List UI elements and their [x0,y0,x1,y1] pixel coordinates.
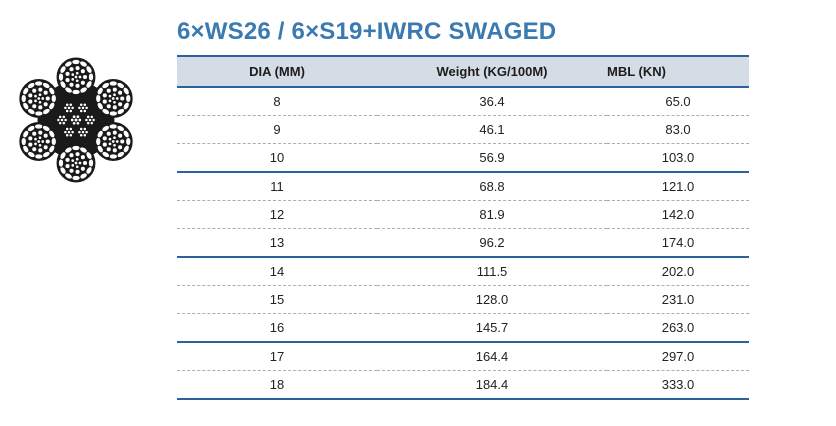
table-row: 16 145.7 263.0 [177,314,749,342]
cell-weight: 145.7 [475,320,509,335]
cell-mbl: 333.0 [661,377,695,392]
cell-dia: 10 [269,150,285,165]
cell-mbl: 174.0 [661,235,695,250]
cell-weight: 36.4 [479,94,505,109]
cell-weight: 81.9 [479,207,505,222]
table-row: 18 184.4 333.0 [177,371,749,399]
table-row: 15 128.0 231.0 [177,286,749,314]
header-dia: DIA (MM) [177,55,377,88]
cell-mbl: 202.0 [661,264,695,279]
cell-dia: 16 [269,320,285,335]
table-header-row: DIA (MM) Weight (KG/100M) MBL (KN) [177,55,749,88]
cell-dia: 9 [273,122,281,137]
cell-weight: 56.9 [479,150,505,165]
cell-mbl: 121.0 [661,179,695,194]
cell-mbl: 142.0 [661,207,695,222]
cell-weight: 111.5 [476,264,508,279]
cell-dia: 15 [269,292,285,307]
table-row: 10 56.9 103.0 [177,144,749,172]
table-row: 8 36.4 65.0 [177,87,749,116]
cell-mbl: 263.0 [661,320,695,335]
rope-spec-table: DIA (MM) Weight (KG/100M) MBL (KN) 8 36.… [177,55,749,400]
cell-mbl: 231.0 [661,292,695,307]
cell-mbl: 65.0 [665,94,691,109]
cell-weight: 184.4 [475,377,509,392]
cell-dia: 18 [269,377,285,392]
header-mbl: MBL (KN) [607,55,749,88]
cell-weight: 46.1 [479,122,505,137]
table-row: 9 46.1 83.0 [177,116,749,144]
cell-dia: 12 [269,207,285,222]
wire-rope-cross-section-icon [19,57,133,183]
cell-dia: 11 [270,179,284,194]
cell-weight: 96.2 [479,235,505,250]
table-row: 17 164.4 297.0 [177,342,749,371]
page-title: 6×WS26 / 6×S19+IWRC SWAGED [177,18,557,45]
cell-mbl: 103.0 [661,150,695,165]
table-row: 13 96.2 174.0 [177,229,749,257]
cell-dia: 14 [269,264,285,279]
cell-dia: 17 [269,349,285,364]
cell-dia: 8 [273,94,281,109]
table-row: 12 81.9 142.0 [177,201,749,229]
cell-dia: 13 [269,235,285,250]
cell-mbl: 297.0 [661,349,695,364]
cell-weight: 164.4 [475,349,509,364]
cell-weight: 68.8 [479,179,505,194]
cell-mbl: 83.0 [665,122,691,137]
table-row: 11 68.8 121.0 [177,172,749,201]
table-row: 14 111.5 202.0 [177,257,749,286]
cell-weight: 128.0 [475,292,509,307]
header-weight: Weight (KG/100M) [377,55,607,88]
